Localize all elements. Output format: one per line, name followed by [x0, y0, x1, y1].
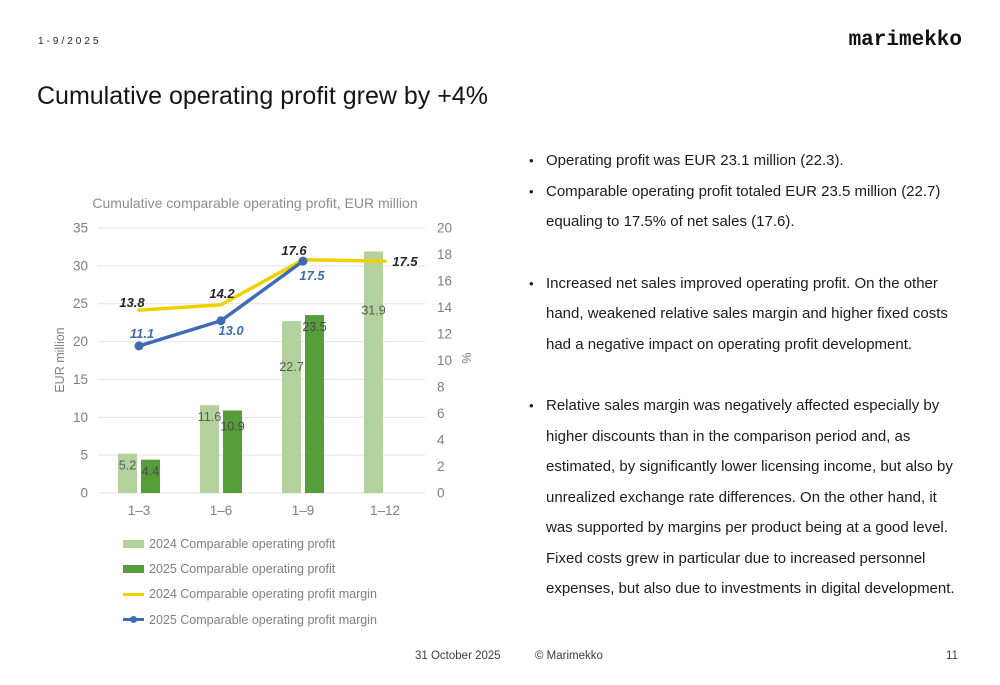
right-tick: 18: [437, 247, 452, 262]
right-axis-title: %: [459, 352, 473, 363]
right-tick: 4: [437, 433, 445, 448]
legend-item: 2025 Comparable operating profit: [123, 556, 377, 581]
marimekko-logo: marimekko: [848, 29, 962, 52]
margin-line: [137, 258, 387, 312]
left-axis-ticks: 0 5 10 15 20 25 30 35: [73, 221, 88, 501]
bar: [282, 321, 301, 493]
line-value-label: 17.5: [392, 254, 418, 269]
line-marker: [134, 341, 144, 351]
left-tick: 25: [73, 296, 88, 311]
line-value-label: 14.2: [209, 286, 235, 301]
bar: [223, 410, 242, 493]
left-tick: 0: [80, 486, 88, 501]
footer-copyright: © Marimekko: [535, 650, 603, 662]
bar-value-label: 23.5: [302, 320, 326, 334]
bar-value-label: 5.2: [119, 459, 136, 473]
left-tick: 5: [80, 448, 88, 463]
bar-value-label: 10.9: [220, 419, 244, 433]
line-marker: [216, 316, 226, 326]
gridlines: [98, 227, 425, 494]
bar: [141, 459, 160, 493]
page-number: 11: [946, 650, 958, 662]
legend-label: 2025 Comparable operating profit margin: [149, 612, 377, 627]
right-tick: 6: [437, 406, 445, 421]
chart-legend: 2024 Comparable operating profit 2025 Com…: [123, 531, 377, 633]
legend-label: 2024 Comparable operating profit margin: [149, 587, 377, 602]
right-tick: 2: [437, 459, 445, 474]
bar: [364, 251, 383, 493]
legend-bar-swatch-icon: [123, 539, 144, 548]
bar-value-label: 11.6: [198, 410, 221, 424]
left-tick: 35: [73, 221, 88, 236]
right-tick: 14: [437, 300, 453, 315]
legend-bar-swatch-icon: [123, 565, 144, 574]
chart-title: Cumulative comparable operating profit, …: [92, 195, 418, 211]
legend-line-swatch-icon: [123, 592, 144, 596]
bar-value-label: 31.9: [361, 303, 385, 317]
legend-marker-dot-icon: [130, 616, 137, 624]
line-value-label: 13.0: [218, 323, 244, 338]
line-series-2024-margin: 13.8 14.2 17.6 17.5: [119, 243, 418, 312]
right-tick: 16: [437, 274, 452, 289]
bar: [118, 453, 137, 493]
left-tick: 30: [73, 258, 88, 273]
bar: [200, 405, 219, 493]
line-value-label: 17.5: [299, 268, 325, 283]
right-tick: 0: [437, 486, 445, 501]
footer-date: 31 October 2025: [415, 650, 501, 662]
bar-value-label: 4.4: [142, 465, 159, 479]
left-axis-title: EUR million: [53, 327, 67, 392]
line-value-label: 17.6: [281, 243, 307, 258]
page-title: Cumulative operating profit grew by +4%: [37, 82, 488, 110]
margin-line: [137, 259, 305, 348]
bar-value-label: 22.7: [279, 360, 303, 374]
bullet-item: Increased net sales improved operating p…: [527, 269, 959, 361]
legend-label: 2025 Comparable operating profit: [149, 562, 336, 577]
legend-line-swatch-icon: [123, 616, 144, 624]
bullet-item: Relative sales margin was negatively aff…: [527, 391, 959, 605]
bar-labels: 4.4 10.9 23.5: [142, 320, 327, 479]
line-marker: [298, 256, 308, 266]
line-series-2025-margin: 11.1 13.0 17.5: [130, 256, 325, 351]
left-tick: 20: [73, 334, 88, 349]
left-tick: 15: [73, 372, 88, 387]
category-label: 1–6: [210, 503, 233, 518]
right-axis-ticks: 0 2 4 6 8 10 12 14 16 18 20: [437, 221, 453, 501]
legend-item: 2024 Comparable operating profit margin: [123, 582, 377, 607]
legend-item: 2024 Comparable operating profit: [123, 531, 377, 556]
legend-label: 2024 Comparable operating profit: [149, 536, 336, 551]
category-label: 1–9: [292, 503, 315, 518]
bar-series-2025: [141, 315, 324, 493]
bar: [305, 315, 324, 493]
category-label: 1–12: [370, 503, 400, 518]
bar-series-2024: [118, 251, 383, 493]
bullet-item: Comparable operating profit totaled EUR …: [527, 177, 959, 238]
right-tick: 12: [437, 327, 452, 342]
period-label: 1-9/2025: [38, 36, 102, 47]
legend-item: 2025 Comparable operating profit margin: [123, 607, 377, 632]
category-label: 1–3: [128, 503, 151, 518]
line-value-label: 13.8: [119, 295, 145, 310]
right-tick: 8: [437, 380, 445, 395]
left-tick: 10: [73, 410, 88, 425]
line-value-label: 11.1: [130, 326, 154, 341]
right-tick: 20: [437, 221, 452, 236]
right-tick: 10: [437, 353, 452, 368]
bullet-list: Operating profit was EUR 23.1 million (2…: [527, 146, 959, 605]
category-labels: 1–3 1–6 1–9 1–12: [128, 503, 400, 518]
bar-labels: 5.2 11.6 22.7 31.9: [119, 303, 386, 472]
bullet-item: Operating profit was EUR 23.1 million (2…: [527, 146, 959, 177]
